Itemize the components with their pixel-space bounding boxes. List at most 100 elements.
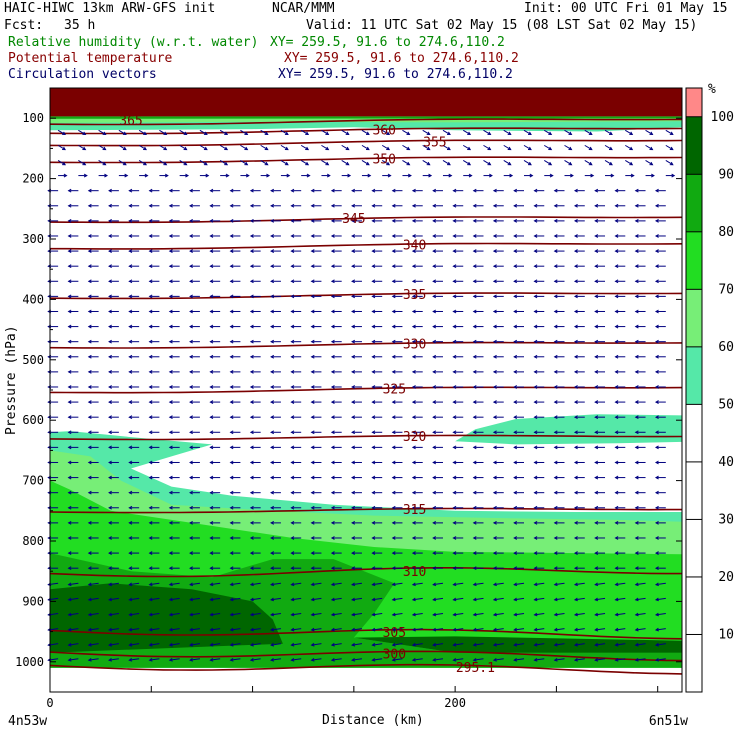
vector-head (67, 415, 72, 420)
vector-head (87, 369, 92, 374)
vector-arrow (341, 144, 350, 151)
vector-head (270, 324, 275, 329)
vector-head (513, 658, 518, 662)
vector-arrow (249, 475, 261, 480)
vector-head (533, 264, 538, 269)
vector-head (148, 264, 153, 269)
vector-arrow (229, 324, 241, 329)
vector-head (533, 642, 538, 647)
vector-shaft (554, 582, 565, 586)
vector-shaft (271, 597, 281, 601)
vector-head (553, 309, 558, 314)
vector-arrow (249, 658, 261, 662)
vector-arrow (472, 188, 484, 193)
vector-shaft (240, 144, 248, 151)
vector-head (108, 324, 112, 329)
vector-arrow (573, 203, 585, 208)
vector-shaft (129, 612, 140, 616)
vector-head (108, 520, 112, 525)
vector-head (533, 612, 538, 617)
vector-head (654, 294, 659, 299)
vector-arrow (614, 490, 626, 495)
vector-arrow (290, 430, 302, 435)
vector-head (529, 173, 534, 178)
vector-head (614, 339, 619, 344)
vector-arrow (634, 354, 646, 359)
vector-head (108, 551, 112, 555)
vector-shaft (503, 160, 512, 166)
vector-head (189, 309, 193, 314)
vector-head (614, 249, 619, 253)
vector-arrow (300, 160, 310, 166)
vector-arrow (351, 400, 362, 404)
vector-arrow (432, 520, 443, 525)
vector-arrow (249, 309, 261, 314)
vector-shaft (300, 144, 309, 151)
vector-arrow (87, 309, 99, 314)
vector-head (351, 234, 356, 238)
vector-arrow (179, 129, 188, 136)
vector-arrow (634, 536, 646, 540)
vector-head (330, 445, 335, 450)
vector-arrow (108, 294, 119, 299)
vector-head (594, 460, 599, 465)
vector-head (634, 658, 639, 662)
vector-head (594, 475, 599, 480)
vector-arrow (351, 445, 362, 450)
vector-arrow (168, 309, 180, 314)
vector-shaft (493, 643, 504, 646)
vector-head (284, 131, 289, 136)
vector-arrow (310, 627, 322, 632)
vector-head (446, 146, 451, 151)
vector-shaft (250, 658, 261, 661)
vector-head (249, 203, 254, 208)
vector-head (128, 475, 133, 480)
vector-arrow (118, 129, 127, 136)
vector-arrow (513, 520, 524, 525)
vector-head (472, 324, 477, 329)
vector-head (148, 218, 153, 223)
vector-arrow (87, 354, 99, 359)
vector-arrow (553, 415, 565, 420)
vector-head (614, 354, 619, 359)
vector-head (472, 490, 477, 495)
vector-head (432, 597, 437, 602)
vector-arrow (310, 551, 322, 555)
vector-arrow (67, 430, 79, 435)
vector-arrow (159, 173, 169, 178)
vector-head (168, 339, 173, 344)
vector-arrow (159, 144, 168, 151)
rh-fill-upper-90 (50, 116, 682, 119)
vector-arrow (148, 505, 160, 510)
vector-head (87, 490, 92, 495)
vector-head (654, 234, 659, 238)
vector-head (87, 597, 92, 602)
vector-arrow (391, 582, 403, 587)
vector-head (128, 218, 133, 223)
vector-arrow (524, 173, 534, 178)
vector-head (224, 146, 229, 151)
vector-head (189, 582, 194, 587)
vector-arrow (249, 582, 261, 587)
vector-arrow (654, 430, 666, 435)
colorbar-label: 50 (718, 397, 734, 412)
vector-head (553, 203, 558, 208)
vector-arrow (614, 203, 626, 208)
vector-arrow (391, 309, 403, 314)
vector-head (67, 475, 72, 480)
vector-arrow (553, 536, 565, 540)
vector-arrow (411, 249, 423, 253)
vector-arrow (371, 445, 383, 450)
vector-arrow (513, 536, 524, 540)
vector-arrow (249, 460, 261, 465)
vector-arrow (411, 582, 423, 587)
field-theta-xy: XY= 259.5, 91.6 to 274.6,110.2 (284, 51, 519, 66)
vector-arrow (67, 505, 79, 510)
vector-arrow (108, 249, 119, 253)
vector-arrow (472, 324, 484, 329)
vector-head (62, 146, 66, 151)
init-time: Init: 00 UTC Fri 01 May 15 (524, 1, 728, 16)
vector-arrow (148, 536, 160, 540)
vector-arrow (432, 339, 443, 344)
vector-arrow (229, 627, 241, 632)
